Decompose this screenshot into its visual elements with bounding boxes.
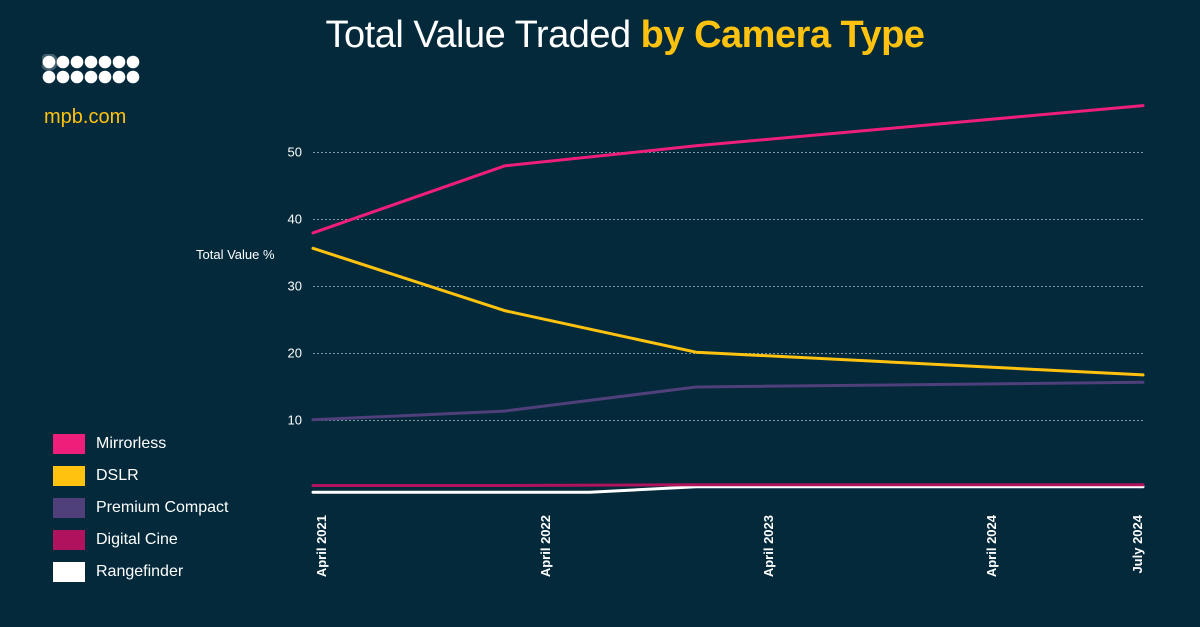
legend-swatch [53, 562, 85, 582]
chart-title-accent: by Camera Type [640, 14, 925, 56]
series-line-digital-cine [311, 483, 1145, 487]
legend-swatch [53, 434, 85, 454]
legend-item-premium-compact: Premium Compact [53, 492, 228, 524]
legend-label: Rangefinder [96, 563, 184, 580]
y-tick-label: 50 [288, 145, 302, 160]
legend-swatch [53, 466, 85, 486]
y-axis-label: Total Value % [196, 247, 275, 262]
legend-item-mirrorless: Mirrorless [53, 428, 228, 460]
series-line-rangefinder [311, 485, 1145, 494]
chart-legend: Mirrorless DSLR Premium Compact Digital Cin… [53, 428, 228, 588]
y-tick-label: 30 [288, 279, 302, 294]
x-tick-label: April 2021 [314, 515, 329, 577]
legend-swatch [53, 530, 85, 550]
y-tick-label: 40 [288, 212, 302, 227]
mpb-dot-logo-icon [42, 54, 140, 84]
brand-logo-text: mpb.com [44, 106, 127, 128]
legend-swatch [53, 498, 85, 518]
x-tick-label: April 2023 [761, 515, 776, 577]
series-line-premium-compact [311, 380, 1145, 422]
chart-title-main: Total Value Traded [325, 14, 632, 56]
x-tick-label: July 2024 [1130, 514, 1145, 573]
legend-label: Digital Cine [96, 531, 178, 548]
y-tick-label: 10 [288, 413, 302, 428]
legend-item-dslr: DSLR [53, 460, 228, 492]
legend-item-rangefinder: Rangefinder [53, 556, 228, 588]
y-tick-label: 20 [288, 346, 302, 361]
legend-label: Premium Compact [96, 499, 229, 516]
legend-item-digital-cine: Digital Cine [53, 524, 228, 556]
chart-title: Total Value Traded by Camera Type [0, 14, 1200, 57]
series-line-mirrorless [311, 104, 1145, 235]
x-tick-label: April 2024 [984, 514, 999, 577]
legend-label: DSLR [96, 467, 139, 484]
legend-label: Mirrorless [96, 435, 167, 452]
series-line-dslr [311, 246, 1145, 377]
x-tick-label: April 2022 [538, 515, 553, 577]
